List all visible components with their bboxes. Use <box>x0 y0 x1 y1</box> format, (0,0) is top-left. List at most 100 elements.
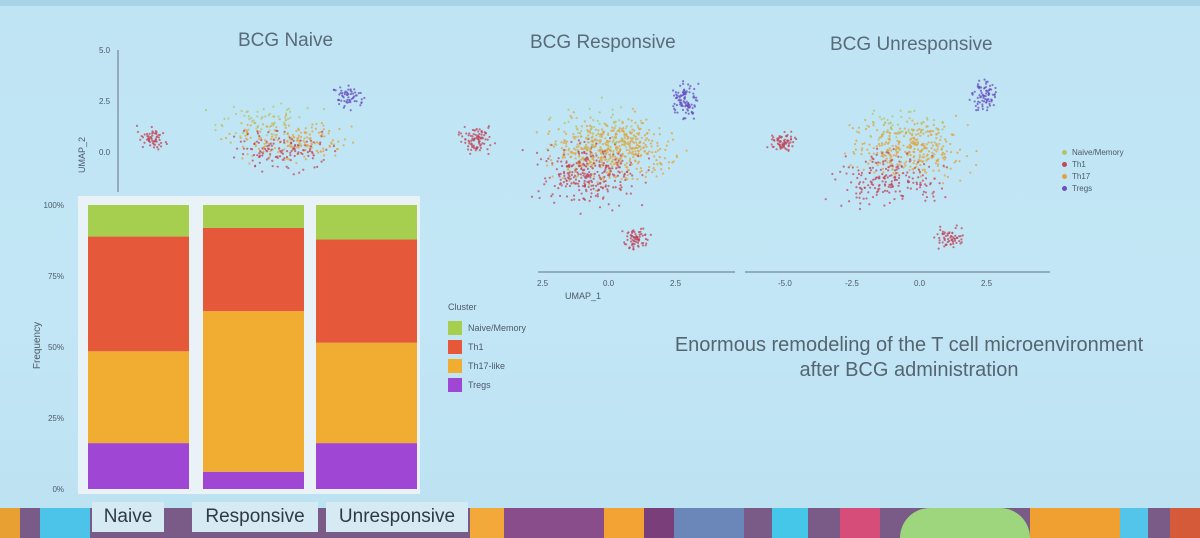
umap-point <box>985 92 988 95</box>
umap-point <box>914 141 917 144</box>
umap-point <box>296 144 300 147</box>
footer-block <box>644 508 674 538</box>
umap-point <box>596 181 599 184</box>
umap-point <box>931 144 934 147</box>
umap-point <box>936 148 939 151</box>
umap-point <box>921 179 924 182</box>
umap-point <box>978 79 981 82</box>
umap-point <box>988 102 991 105</box>
umap-point <box>910 145 913 148</box>
umap-point <box>270 133 273 136</box>
umap-point <box>969 171 972 174</box>
umap-point <box>639 127 642 130</box>
umap-point <box>595 154 598 157</box>
umap-point <box>480 129 483 133</box>
umap-point <box>624 146 628 149</box>
umap-point <box>898 163 901 166</box>
umap-point <box>915 162 918 166</box>
bar-segment-unresponsive-th17-like <box>316 342 417 444</box>
bar-segment-responsive-th17-like <box>203 311 304 472</box>
frequency-bar-chart: 100%75%50%25%0% <box>44 196 420 494</box>
umap-point <box>870 155 873 158</box>
umap-point <box>862 168 865 171</box>
umap-point <box>157 136 160 139</box>
umap-point <box>578 189 581 192</box>
umap-point <box>270 135 274 138</box>
umap-point <box>664 148 667 151</box>
umap-point <box>947 239 951 243</box>
umap-point <box>988 84 992 87</box>
umap-point <box>626 169 629 172</box>
umap-point <box>868 143 871 146</box>
umap-point <box>693 87 696 91</box>
bar-segment-responsive-th1 <box>203 227 304 312</box>
umap-point <box>913 155 916 158</box>
umap-point <box>985 89 988 92</box>
umap-point <box>625 192 628 195</box>
umap-point <box>581 184 585 188</box>
umap-point <box>971 92 974 95</box>
umap-point <box>469 134 472 137</box>
umap-point <box>582 197 585 200</box>
umap-point <box>602 161 605 165</box>
umap-point <box>246 153 249 156</box>
umap-point <box>551 163 554 167</box>
umap-point <box>562 180 565 184</box>
umap-point <box>261 115 264 119</box>
umap-ytick-5: 5.0 <box>99 46 111 55</box>
umap-point <box>557 128 560 131</box>
umap-point <box>250 120 254 123</box>
umap-point <box>338 99 341 102</box>
umap-point <box>548 130 551 133</box>
umap-point <box>638 233 641 236</box>
umap-point <box>680 101 683 105</box>
umap-point <box>567 173 570 176</box>
umap-point <box>943 158 946 161</box>
umap-point <box>570 150 573 153</box>
umap-point <box>941 230 944 233</box>
umap-point <box>242 132 245 135</box>
umap-point <box>598 206 602 209</box>
umap-point <box>628 149 631 152</box>
umap-point <box>604 158 607 161</box>
umap-point <box>304 131 307 135</box>
umap-point <box>873 186 877 190</box>
umap-point <box>581 164 584 167</box>
umap-point <box>912 136 915 140</box>
umap-point <box>994 90 997 94</box>
umap-point <box>585 156 589 159</box>
umap-point <box>596 183 599 186</box>
umap-point <box>890 174 893 177</box>
umap-point <box>679 84 682 87</box>
umap-point <box>587 147 590 150</box>
umap-point <box>585 190 588 193</box>
umap-point <box>840 204 843 207</box>
umap-point <box>834 178 837 181</box>
umap-point <box>600 134 604 137</box>
umap-point <box>604 142 607 145</box>
umap-point <box>879 162 882 165</box>
umap-point <box>590 192 593 195</box>
umap-point <box>932 190 935 193</box>
umap-point <box>909 132 912 135</box>
umap-point <box>242 129 246 132</box>
umap-point <box>559 172 562 175</box>
slide-message: Enormous remodeling of the T cell microe… <box>622 333 1196 383</box>
umap-point <box>583 172 586 175</box>
umap-point <box>875 162 878 165</box>
umap-point <box>460 140 463 143</box>
umap-point <box>886 128 889 132</box>
umap-point <box>267 131 270 134</box>
umap-point <box>612 120 616 124</box>
umap-point <box>567 120 570 124</box>
umap-point <box>925 143 928 146</box>
umap-point <box>977 86 980 89</box>
umap-point <box>919 183 922 187</box>
umap-point <box>902 166 905 169</box>
umap-point <box>592 187 595 190</box>
umap-point <box>264 139 267 142</box>
umap-point <box>606 160 609 163</box>
umap-point <box>566 168 570 171</box>
umap-point <box>632 153 635 156</box>
umap-point <box>258 149 262 153</box>
